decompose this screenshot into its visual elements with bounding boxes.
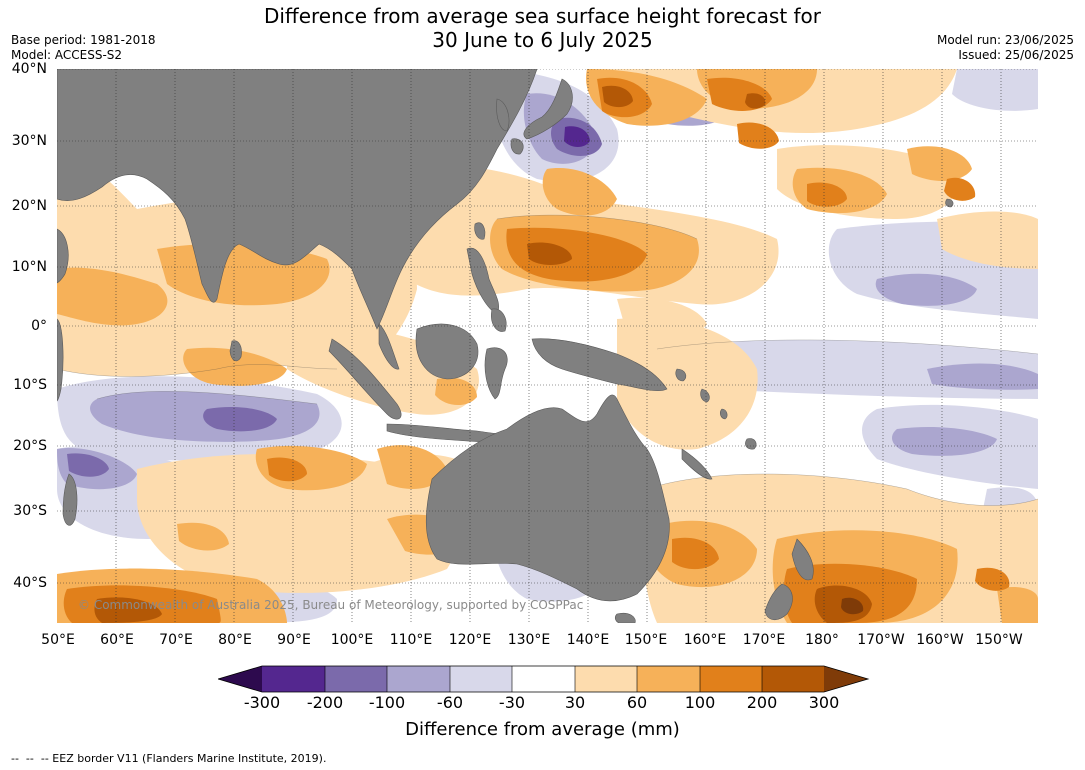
- colorbar-swatch-8: [700, 666, 762, 692]
- metadata-left: Base period: 1981-2018 Model: ACCESS-S2: [11, 33, 156, 63]
- gridlines: [57, 69, 1038, 623]
- lat-label-10s: 10°S: [13, 377, 47, 393]
- lon-label-70e: 70°E: [159, 632, 193, 648]
- lon-label-100e: 100°E: [330, 632, 374, 648]
- colorbar-tick-label: 30: [564, 693, 586, 712]
- lat-label-30s: 30°S: [13, 503, 47, 519]
- lon-label-180: 180°: [805, 632, 839, 648]
- lat-label-40n: 40°N: [11, 61, 47, 77]
- colorbar-swatch-1: [262, 666, 325, 692]
- lon-label-60e: 60°E: [100, 632, 134, 648]
- colorbar-swatch-9: [762, 666, 824, 692]
- colorbar-swatch-below: [218, 666, 262, 692]
- issued-date: Issued: 25/06/2025: [958, 48, 1074, 62]
- colorbar-title: Difference from average (mm): [405, 719, 680, 740]
- lon-label-140e: 140°E: [566, 632, 610, 648]
- lon-label-110e: 110°E: [389, 632, 433, 648]
- lon-label-150e: 150°E: [624, 632, 668, 648]
- colorbar-swatch-6: [575, 666, 637, 692]
- colorbar-swatch-3: [387, 666, 450, 692]
- lat-label-20n: 20°N: [11, 198, 47, 214]
- copyright-notice: © Commonwealth of Australia 2025, Bureau…: [78, 598, 584, 612]
- lon-label-80e: 80°E: [218, 632, 252, 648]
- title-line-1: Difference from average sea surface heig…: [263, 4, 822, 28]
- lon-label-130e: 130°E: [507, 632, 551, 648]
- lat-label-30n: 30°N: [11, 133, 47, 149]
- colorbar-tick-label: -30: [498, 693, 526, 712]
- colorbar-swatch-above: [824, 666, 868, 692]
- model-run: Model run: 23/06/2025: [936, 33, 1074, 47]
- colorbar-swatch-7: [637, 666, 700, 692]
- colorbar-swatch-4: [450, 666, 512, 692]
- lon-label-170e: 170°E: [742, 632, 786, 648]
- colorbar-tick-label: -200: [306, 693, 344, 712]
- base-period: Base period: 1981-2018: [11, 33, 156, 47]
- metadata-right: Model run: 23/06/2025 Issued: 25/06/2025: [937, 33, 1074, 63]
- lat-label-40s: 40°S: [13, 575, 47, 591]
- colorbar-tick-label: -60: [436, 693, 464, 712]
- colorbar-tick-label: 100: [684, 693, 716, 712]
- lon-label-160e: 160°E: [683, 632, 727, 648]
- eez-footnote: -- -- -- EEZ border V11 (Flanders Marine…: [11, 752, 327, 765]
- colorbar-tick-label: 60: [626, 693, 648, 712]
- colorbar-swatch-2: [325, 666, 387, 692]
- colorbar-tick-label: -100: [368, 693, 406, 712]
- title-line-2: 30 June to 6 July 2025: [432, 28, 653, 52]
- colorbar-tick-label: 200: [746, 693, 778, 712]
- lon-label-150w: 150°W: [975, 632, 1023, 648]
- map-panel: [57, 69, 1038, 623]
- model-name: Model: ACCESS-S2: [11, 48, 123, 62]
- map-title: Difference from average sea surface heig…: [0, 4, 1085, 52]
- lon-label-160w: 160°W: [916, 632, 964, 648]
- lon-label-120e: 120°E: [448, 632, 492, 648]
- lon-label-170w: 170°W: [857, 632, 905, 648]
- lat-label-20s: 20°S: [13, 438, 47, 454]
- land: [57, 69, 954, 623]
- colorbar-tick-label: -300: [243, 693, 281, 712]
- colorbar-swatch-5: [512, 666, 575, 692]
- lon-label-50e: 50°E: [41, 632, 75, 648]
- colorbar: [218, 665, 870, 693]
- anomaly-field: [57, 69, 1038, 623]
- colorbar-tick-label: 300: [808, 693, 840, 712]
- lat-label-10n: 10°N: [11, 259, 47, 275]
- lat-label-0: 0°: [31, 318, 47, 334]
- lon-label-90e: 90°E: [277, 632, 311, 648]
- map-svg: [57, 69, 1038, 623]
